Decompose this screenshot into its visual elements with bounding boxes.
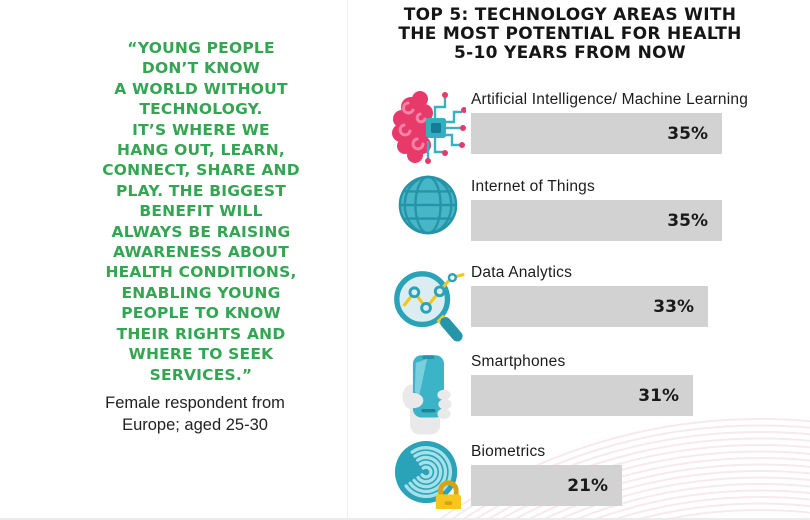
- magnifier-analytics-icon: [394, 271, 465, 342]
- ai-brain-circuit-icon: [392, 91, 466, 164]
- pull-quote: “YOUNG PEOPLE DON’T KNOW A WORLD WITHOUT…: [102, 39, 300, 384]
- value-label: 31%: [638, 385, 679, 406]
- value-label: 21%: [567, 475, 608, 496]
- bar: 35%: [471, 113, 722, 154]
- globe-icon: [398, 175, 458, 235]
- value-label: 33%: [653, 296, 694, 317]
- quote-attribution: Female respondent from Europe; aged 25-3…: [105, 394, 285, 434]
- bar: 21%: [471, 465, 622, 506]
- chart-row: Smartphones 31%: [388, 353, 788, 435]
- chart-row: Data Analytics 33%: [388, 264, 788, 342]
- category-icon-slot: [388, 174, 468, 260]
- category-label: Data Analytics: [471, 264, 573, 281]
- column-divider: [347, 0, 348, 520]
- fingerprint-lock-icon: [394, 440, 462, 509]
- value-label: 35%: [667, 210, 708, 231]
- bar: 33%: [471, 286, 708, 327]
- category-label: Artificial Intelligence/ Machine Learnin…: [471, 91, 749, 108]
- chart-row: Artificial Intelligence/ Machine Learnin…: [388, 91, 788, 164]
- category-icon-slot: [388, 87, 468, 173]
- smartphone-hand-icon: [402, 355, 452, 435]
- category-label: Internet of Things: [471, 178, 595, 195]
- category-icon-slot: [388, 260, 468, 346]
- chart-row: Biometrics 21%: [388, 440, 788, 509]
- category-label: Smartphones: [471, 353, 566, 370]
- bar: 31%: [471, 375, 693, 416]
- chart-title: TOP 5: TECHNOLOGY AREAS WITH THE MOST PO…: [398, 5, 742, 63]
- category-label: Biometrics: [471, 443, 546, 460]
- bar: 35%: [471, 200, 722, 241]
- category-icon-slot: [388, 439, 468, 520]
- page-bottom-edge: [0, 518, 810, 520]
- category-icon-slot: [388, 349, 468, 435]
- chart-row: Internet of Things 35%: [388, 175, 788, 241]
- value-label: 35%: [667, 123, 708, 144]
